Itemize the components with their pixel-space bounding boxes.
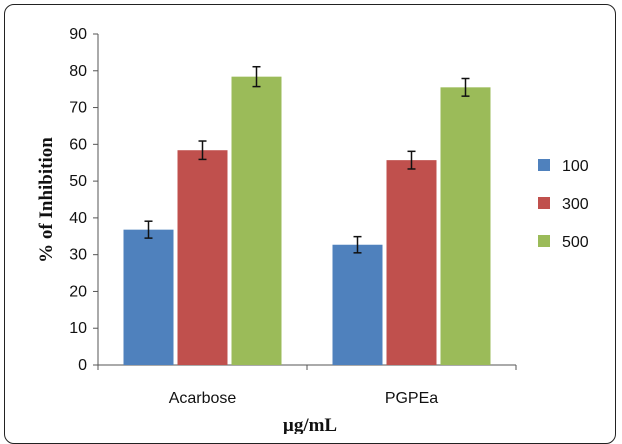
y-tick-label: 60: [69, 136, 87, 153]
y-tick-label: 20: [69, 283, 87, 300]
bar-pgpea-300: [386, 160, 437, 365]
legend: 100 300 500: [538, 158, 589, 251]
y-tick-label: 40: [69, 210, 87, 227]
bar-pgpea-500: [440, 87, 491, 366]
x-axis-title: µg/mL: [283, 415, 337, 434]
error-bar: [407, 150, 416, 170]
error-bar: [461, 77, 470, 97]
bars-group: [123, 65, 491, 366]
bar-acarbose-500: [231, 76, 282, 365]
bar-acarbose-100: [123, 229, 174, 365]
legend-swatch-500: [538, 235, 550, 247]
error-bar: [353, 235, 362, 254]
x-category-label: PGPEa: [385, 390, 438, 407]
chart-frame: [4, 4, 616, 444]
bar-pgpea-100: [332, 244, 383, 365]
y-axis-ticks: 0 10 20 30 40 50 60 70 80 90: [69, 26, 517, 374]
bar-acarbose-300: [177, 150, 228, 365]
y-axis-title: % of Inhibition: [36, 137, 57, 263]
y-tick-label: 50: [69, 173, 87, 190]
legend-label-500: 500: [562, 234, 589, 251]
error-bar: [252, 65, 261, 88]
y-tick-label: 10: [69, 320, 87, 337]
bar-chart: 0 10 20 30 40 50 60 70 80 90 Acarbose PGPEa % of I…: [36, 26, 589, 434]
y-tick-label: 0: [78, 357, 87, 374]
error-bar: [144, 220, 153, 239]
legend-label-100: 100: [562, 158, 589, 175]
y-tick-label: 30: [69, 247, 87, 264]
y-tick-label: 90: [69, 26, 87, 43]
x-category-label: Acarbose: [169, 390, 237, 407]
y-tick-label: 70: [69, 100, 87, 117]
x-axis-categories: Acarbose PGPEa: [169, 390, 439, 407]
error-bar: [198, 140, 207, 161]
legend-label-300: 300: [562, 196, 589, 213]
legend-swatch-300: [538, 197, 550, 209]
y-tick-label: 80: [69, 63, 87, 80]
legend-swatch-100: [538, 159, 550, 171]
